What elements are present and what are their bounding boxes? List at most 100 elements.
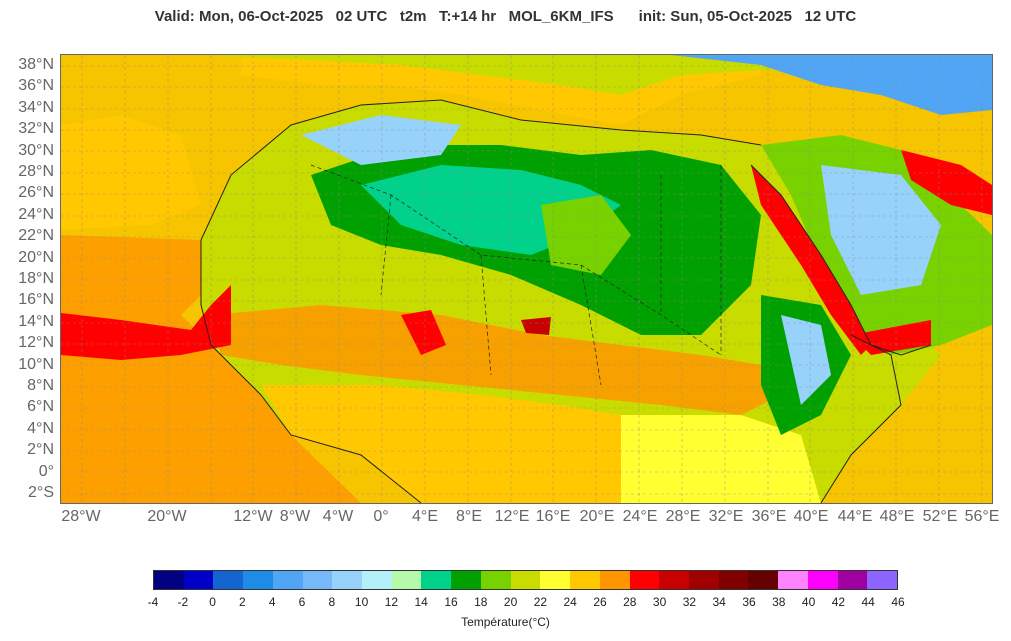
colorbar-tick-label: 8 [328,595,336,609]
colorbar-cell [659,571,689,589]
colorbar-cell [421,571,452,589]
colorbar-tick-label: 22 [533,595,548,609]
latitude-label: 36°N [18,77,54,95]
latitude-label: 20°N [18,248,54,266]
colorbar-cell [480,571,511,589]
longitude-label: 20°E [579,508,615,525]
colorbar-cell [778,571,808,589]
colorbar-tick-label: 10 [354,595,369,609]
colorbar-tick-label: 6 [298,595,306,609]
colorbar-cell [302,571,333,589]
latitude-label: 2°S [28,484,54,501]
latitude-label: 14°N [18,312,54,330]
longitude-label: 0° [373,508,389,525]
colorbar-tick-label: 18 [474,595,488,609]
colorbar-tick-label: 46 [891,595,905,609]
colorbar-cell [540,571,571,589]
coastline [200,99,932,503]
map-canvas [61,55,992,503]
atlas-cold-area [301,115,461,165]
longitude-label: 8°W [279,508,311,525]
latitude-label: 22°N [18,227,54,245]
latitude-label: 38°N [18,56,54,73]
longitude-label: 32°E [708,508,744,525]
temperature-map[interactable] [60,54,993,504]
longitude-label: 28°W [61,508,101,525]
colorbar-cell [570,571,600,589]
colorbar-cell [867,571,897,589]
longitude-label: 12°W [233,508,273,525]
colorbar-tick-label: 42 [831,595,846,609]
colorbar-cell [599,571,630,589]
colorbar-cell [154,571,184,589]
atlantic-north-area [61,115,201,230]
latitude-label: 2°N [27,441,54,459]
colorbar-tick-label: 28 [623,595,637,609]
longitude-label: 56°E [964,508,1000,525]
colorbar-cell [510,571,541,589]
ethiopian-cold-area [781,315,831,405]
longitude-label: 52°E [922,508,958,525]
colorbar-tick-label: 40 [801,595,816,609]
tibesti-area [541,195,631,275]
longitude-label: 4°W [322,508,354,525]
colorbar-tick-label: 36 [742,595,756,609]
latitude-label: 18°N [18,270,54,287]
colorbar-cell [332,571,363,589]
longitude-label: 36°E [751,508,787,525]
colorbar-tick-label: -2 [177,595,189,609]
colorbar-tick-label: 4 [268,595,276,609]
colorbar-tick-label: 14 [414,595,428,609]
colorbar-cell [243,571,273,589]
map-title: Valid: Mon, 06-Oct-2025 02 UTC t2m T:+14… [154,8,857,25]
country-borders [310,164,722,386]
sahel-warm-band [211,305,781,415]
longitude-label: 16°E [535,508,571,525]
longitude-label: 40°E [793,508,829,525]
latitude-label: 0° [38,462,54,480]
gulf-of-guinea-land [261,385,661,503]
longitude-label: 28°E [665,508,701,525]
central-africa-area [621,415,821,503]
longitude-label: 4°E [412,508,438,525]
latitude-label: 12°N [18,334,54,352]
latitude-label: 26°N [18,184,54,202]
colorbar-title: Température(°C) [461,615,550,629]
colorbar-cell [807,571,838,589]
colorbar-cell [183,571,214,589]
colorbar-tick-label: 30 [652,595,667,609]
red-sea-hot [751,165,871,355]
colorbar-tick-label: 12 [384,595,399,609]
arabia-cool-area [821,165,941,295]
colorbar-tick-label: 26 [593,595,607,609]
colorbar-tick-label: 20 [503,595,518,609]
colorbar-tick-label: 38 [772,595,786,609]
latitude-label: 24°N [18,205,54,223]
colorbar-tick-label: 0 [209,595,216,609]
latitude-label: 8°N [27,377,54,394]
colorbar-cell [391,571,422,589]
colorbar-tick-label: 2 [239,595,246,609]
atlantic-hot-area [61,285,231,360]
chad-hot-spot [521,317,551,335]
latitude-label: 34°N [18,98,54,116]
colorbar-tick-label: 44 [861,595,875,609]
colorbar-tick-label: 24 [563,595,577,609]
latitude-label: 10°N [18,355,54,373]
graticule [61,55,992,503]
longitude-label: 44°E [837,508,873,525]
longitude-label: 20°W [147,508,187,525]
colorbar-cell [451,571,481,589]
latitude-label: 30°N [18,141,54,159]
colorbar-cell [362,571,392,589]
latitude-label: 32°N [18,120,54,138]
gulf-of-aden-hot [851,320,931,355]
colorbar-cell [213,571,244,589]
longitude-label: 12°E [494,508,530,525]
colorbar-cell [688,571,719,589]
colorbar [153,570,898,590]
colorbar-cell [629,571,660,589]
latitude-label: 16°N [18,291,54,309]
colorbar-cell [748,571,779,589]
latitude-label: 28°N [18,163,54,180]
